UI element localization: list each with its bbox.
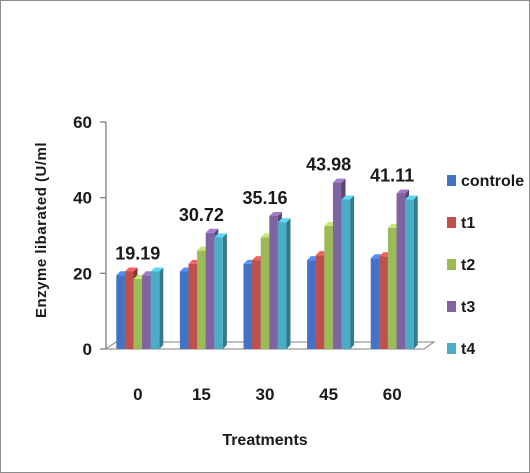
bar [379, 256, 388, 349]
bar [332, 182, 342, 349]
y-axis-label: Enzyme libarated (U/ml [33, 142, 50, 318]
bar [243, 263, 253, 349]
legend-swatch [447, 175, 456, 186]
bar [277, 222, 287, 349]
x-tick-label: 0 [133, 385, 142, 404]
bar [269, 215, 278, 349]
chart-labels: 0 15 30 45 60 19.19 30.72 35.16 43.98 41.11 [115, 155, 414, 404]
bar-top [269, 211, 282, 216]
bar [387, 227, 397, 349]
bar [405, 199, 414, 349]
legend-label: t4 [461, 341, 475, 358]
legend-swatch [447, 301, 456, 312]
bar-top [124, 267, 138, 272]
x-tick-label: 60 [383, 385, 402, 404]
chart-legend: controle t1 t2 t3 t4 [447, 173, 524, 358]
data-label: 43.98 [306, 155, 351, 175]
bar [214, 237, 223, 349]
bar-top [205, 228, 219, 233]
legend-label: t3 [461, 299, 475, 316]
data-label: 41.11 [370, 165, 414, 185]
legend-label: t2 [461, 257, 475, 274]
bar-top [332, 178, 346, 183]
bar-top [214, 233, 227, 238]
legend-label: controle [461, 173, 524, 190]
bar-top [150, 267, 164, 272]
bar-side [286, 218, 291, 349]
data-label: 30.72 [179, 205, 224, 225]
data-label: 35.16 [242, 188, 287, 208]
x-tick-label: 15 [192, 385, 211, 404]
bar [370, 258, 380, 349]
chart-bars [116, 178, 418, 349]
y-tick-label: 60 [73, 113, 92, 132]
bar [341, 199, 351, 349]
bar [260, 237, 270, 349]
legend-label: t1 [461, 215, 475, 232]
data-label: 19.19 [115, 243, 160, 263]
legend-swatch [447, 343, 456, 354]
bar-top [405, 195, 418, 200]
bar [252, 260, 261, 349]
bar-top [396, 189, 410, 194]
bar-side [222, 233, 227, 349]
bar-side [350, 195, 355, 349]
x-tick-label: 45 [319, 385, 338, 404]
bar-top [277, 218, 291, 223]
bar [150, 271, 160, 349]
bar [205, 232, 215, 349]
bar [197, 250, 206, 349]
bar-side [159, 267, 164, 349]
y-tick-label: 40 [73, 189, 92, 208]
legend-swatch [447, 259, 456, 270]
bar-side [413, 195, 418, 349]
x-axis-label: Treatments [222, 432, 307, 449]
x-tick-label: 30 [256, 385, 275, 404]
bar [116, 275, 125, 349]
bar [307, 260, 316, 349]
bar [179, 271, 189, 349]
bar [124, 271, 134, 349]
bar [142, 275, 151, 349]
bar [188, 263, 198, 349]
y-tick-label: 20 [73, 264, 92, 283]
bar [315, 255, 325, 349]
y-tick-label: 0 [83, 340, 92, 359]
bar [396, 193, 406, 349]
bar-top [341, 195, 355, 200]
bar [324, 226, 333, 349]
legend-swatch [447, 217, 456, 228]
bar [133, 279, 143, 349]
